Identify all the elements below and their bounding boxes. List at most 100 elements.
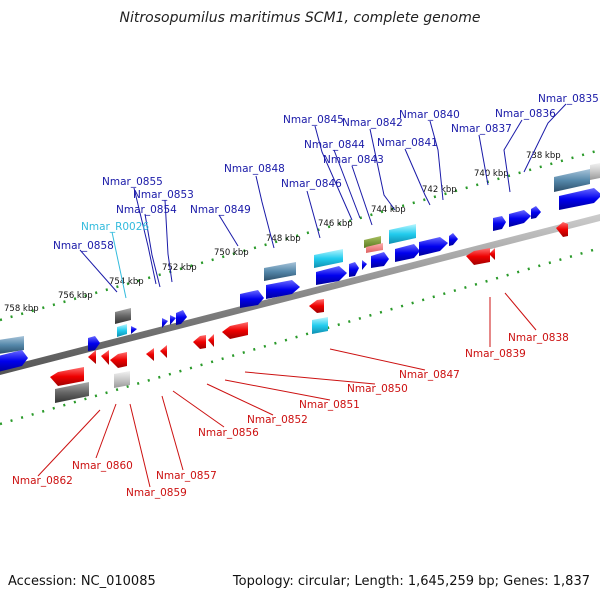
kbp-label: 748 kbp — [266, 234, 301, 244]
gene-label[interactable]: Nmar_0851 — [299, 399, 360, 411]
gene-arrow[interactable] — [222, 322, 248, 339]
gene-arrow[interactable] — [114, 371, 130, 388]
gene-arrow[interactable] — [349, 262, 359, 277]
gene-label[interactable]: Nmar_0844 — [304, 139, 365, 151]
gene-label[interactable]: Nmar_0837 — [451, 123, 512, 135]
gene-label[interactable]: Nmar_0850 — [347, 383, 408, 395]
gene-arrow[interactable] — [146, 348, 154, 361]
leader-line — [79, 249, 118, 293]
gene-arrow[interactable] — [88, 350, 96, 364]
gene-label[interactable]: Nmar_0859 — [126, 487, 187, 499]
leader-line — [95, 403, 117, 459]
leader-line-rna — [111, 231, 127, 299]
gene-label[interactable]: Nmar_0857 — [156, 470, 217, 482]
gene-label[interactable]: Nmar_0862 — [12, 475, 73, 487]
gene-arrow[interactable] — [489, 248, 495, 260]
forward-genes — [0, 163, 600, 372]
gene-arrow[interactable] — [493, 216, 506, 231]
gene-arrow[interactable] — [309, 299, 324, 313]
leader-line — [369, 128, 396, 211]
gene-arrow[interactable] — [554, 169, 590, 192]
leader-line — [504, 292, 537, 331]
gene-label[interactable]: Nmar_0845 — [283, 114, 344, 126]
gene-label[interactable]: Nmar_0836 — [495, 108, 556, 120]
gene-arrow[interactable] — [208, 334, 214, 347]
genome-backbone — [0, 214, 600, 375]
kbp-label: 750 kbp — [214, 248, 249, 258]
gene-arrow[interactable] — [0, 336, 24, 354]
kbp-label: 752 kbp — [162, 263, 197, 273]
gene-arrow[interactable] — [466, 248, 490, 265]
gene-label[interactable]: Nmar_0835 — [538, 93, 599, 105]
gene-label[interactable]: Nmar_0849 — [190, 204, 251, 216]
reverse-genes — [50, 222, 568, 403]
gene-arrow[interactable] — [117, 324, 127, 337]
kbp-label: 758 kbp — [4, 304, 39, 314]
gene-arrow[interactable] — [395, 244, 420, 262]
gene-label[interactable]: Nmar_0848 — [224, 163, 285, 175]
leader-line — [133, 187, 157, 285]
gene-arrow[interactable] — [366, 243, 383, 253]
gene-arrow[interactable] — [509, 210, 531, 227]
leader-line — [306, 190, 321, 239]
gene-label[interactable]: Nmar_0842 — [342, 117, 403, 129]
gene-label[interactable]: Nmar_0846 — [281, 178, 342, 190]
gene-arrow[interactable] — [264, 262, 296, 281]
gene-arrow[interactable] — [559, 188, 600, 210]
gene-label[interactable]: Nmar_0841 — [377, 137, 438, 149]
gene-label[interactable]: Nmar_0855 — [102, 176, 163, 188]
gene-label[interactable]: Nmar_0854 — [116, 204, 177, 216]
gene-arrow[interactable] — [193, 335, 206, 349]
gene-label[interactable]: Nmar_0847 — [399, 369, 460, 381]
gene-arrow[interactable] — [162, 318, 168, 328]
leader-line — [164, 199, 173, 283]
leader-line — [503, 119, 523, 193]
kbp-label: 740 kbp — [474, 169, 509, 179]
gene-label[interactable]: Nmar_0838 — [508, 332, 569, 344]
gene-arrow[interactable] — [371, 252, 389, 268]
gene-arrow[interactable] — [170, 315, 176, 325]
kbp-label: 738 kbp — [526, 151, 561, 161]
gene-arrow[interactable] — [50, 367, 84, 386]
gene-arrow[interactable] — [419, 237, 448, 256]
gene-arrow[interactable] — [531, 206, 541, 219]
leader-line — [244, 371, 376, 385]
gene-arrow[interactable] — [314, 249, 343, 268]
genome-info-text: Topology: circular; Length: 1,645,259 bp… — [232, 574, 590, 589]
kbp-label: 744 kbp — [371, 205, 406, 215]
gene-arrow[interactable] — [590, 163, 600, 180]
gene-label[interactable]: Nmar_0856 — [198, 427, 259, 439]
gene-arrow[interactable] — [101, 350, 109, 365]
gene-arrow[interactable] — [0, 350, 28, 372]
gene-arrow[interactable] — [266, 280, 300, 299]
gene-arrow[interactable] — [389, 224, 416, 244]
forward-leader-lines — [79, 103, 567, 293]
gene-arrow[interactable] — [176, 310, 187, 325]
leader-line — [351, 165, 373, 226]
gene-arrow[interactable] — [160, 345, 167, 358]
gene-label[interactable]: Nmar_0843 — [323, 154, 384, 166]
leader-line — [206, 383, 274, 416]
gene-label[interactable]: Nmar_0858 — [53, 240, 114, 252]
kbp-label: 742 kbp — [422, 185, 457, 195]
gene-arrow[interactable] — [362, 260, 367, 270]
gene-label[interactable]: Nmar_0860 — [72, 460, 133, 472]
gene-label[interactable]: Nmar_0853 — [133, 189, 194, 201]
gene-arrow[interactable] — [316, 266, 347, 285]
gene-arrow[interactable] — [556, 222, 568, 237]
gene-arrow[interactable] — [88, 336, 100, 351]
gene-arrow[interactable] — [312, 317, 328, 334]
gene-arrow[interactable] — [449, 233, 458, 246]
gene-label[interactable]: Nmar_0839 — [465, 348, 526, 360]
forward-gene-labels: Nmar_0835 Nmar_0836 Nmar_0837 Nmar_0840 … — [53, 93, 599, 252]
gene-arrow[interactable] — [240, 290, 264, 308]
gene-arrow[interactable] — [115, 308, 131, 324]
gene-arrow[interactable] — [131, 326, 137, 334]
gene-label[interactable]: Nmar_0840 — [399, 109, 460, 121]
gene-label-rna[interactable]: Nmar_R0026 — [81, 221, 149, 233]
gene-arrow[interactable] — [55, 382, 89, 403]
accession-text: Accession: NC_010085 — [8, 574, 156, 589]
gene-label[interactable]: Nmar_0852 — [247, 414, 308, 426]
gene-arrow[interactable] — [110, 352, 127, 368]
